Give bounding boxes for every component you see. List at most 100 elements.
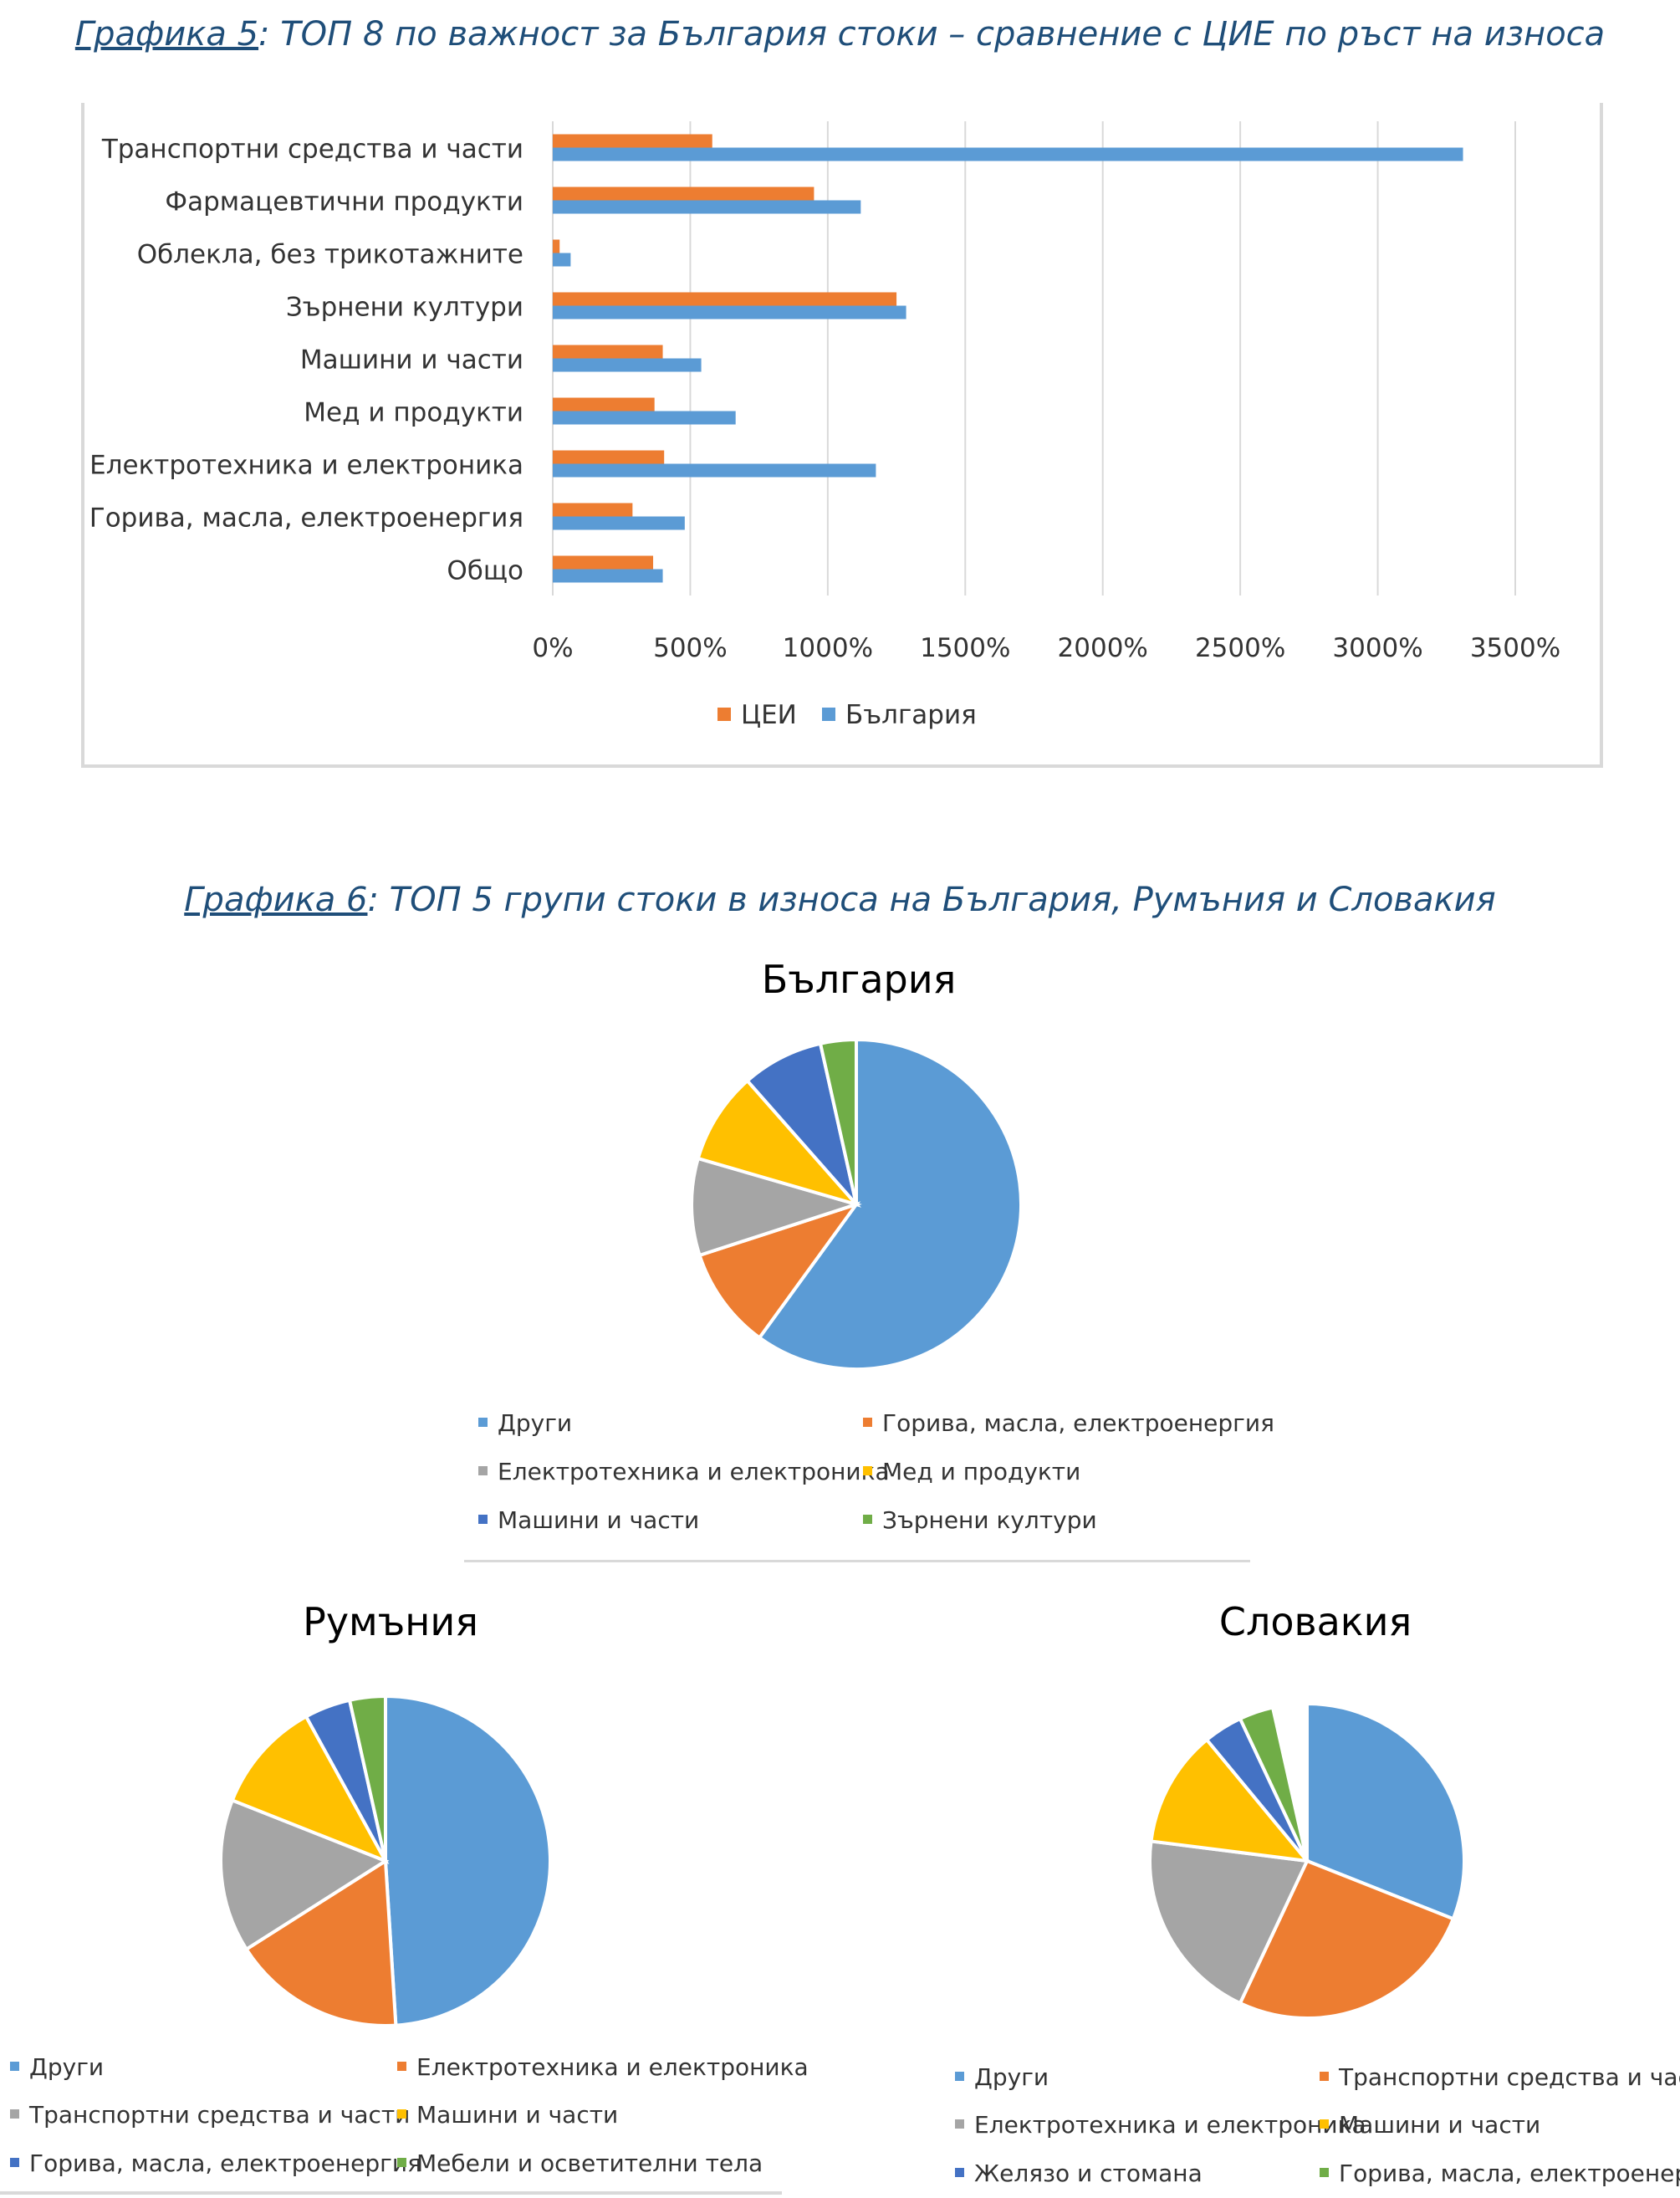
pie-slice-горива-масла-електроенергия bbox=[1238, 1705, 1309, 1862]
legend-label: Машини и части bbox=[416, 2101, 619, 2129]
legend-label: Други bbox=[29, 2053, 105, 2081]
bar-цеи bbox=[553, 503, 633, 517]
category-label: Машини и части bbox=[300, 345, 523, 376]
legend-label: Горива, масла, електроенергия bbox=[882, 1409, 1274, 1437]
pie-chart-romania bbox=[219, 1694, 552, 2027]
bar-българия bbox=[553, 358, 702, 372]
pie-title-slovakia: Словакия bbox=[1218, 1599, 1412, 1644]
bar-цеи bbox=[553, 397, 655, 411]
legend-item-транспортни-средства-и-части: Транспортни средства и части bbox=[1320, 2063, 1680, 2091]
category-label: Зърнени култури bbox=[286, 293, 523, 323]
legend-item-други: Други bbox=[478, 1409, 572, 1437]
category-label: Мед и продукти bbox=[304, 398, 523, 428]
legend-label: Електротехника и електроника bbox=[416, 2053, 809, 2081]
legend-item-горива-масла-електроенергия: Горива, масла, електроенергия bbox=[863, 1409, 1274, 1437]
pie-chart-slovakia bbox=[1148, 1701, 1466, 2020]
separator-romania bbox=[0, 2191, 782, 2195]
legend-label: Горива, масла, електроенергия bbox=[29, 2149, 421, 2177]
pie-slice-други bbox=[384, 1694, 552, 2027]
pie-slice-електротехника-и-електроника bbox=[1148, 1839, 1310, 2006]
legend-swatch bbox=[1320, 2071, 1329, 2081]
pie-title-romania: Румъния bbox=[303, 1599, 478, 1644]
bar-chart-frame bbox=[81, 103, 1603, 768]
legend-item-горива-масла-електроенергия: Горива, масла, електроенергия bbox=[1320, 2160, 1680, 2187]
category-label: Транспортни средства и части bbox=[101, 135, 523, 165]
legend-swatch bbox=[478, 1465, 488, 1475]
pie-slice-други bbox=[757, 1037, 1023, 1371]
legend-swatch bbox=[863, 1465, 872, 1475]
legend-item-машини-и-части: Машини и части bbox=[397, 2101, 618, 2129]
figure-6-caption-text: : ТОП 5 групи стоки в износа на България… bbox=[367, 881, 1496, 919]
x-tick-label: 1000% bbox=[783, 633, 873, 663]
legend-swatch bbox=[955, 2119, 964, 2129]
bar-българия bbox=[553, 569, 663, 583]
legend-item-други: Други bbox=[10, 2053, 104, 2081]
category-label: Горива, масла, електроенергия bbox=[89, 503, 523, 534]
pie-slice-горива-масла-електроенергия bbox=[697, 1201, 861, 1341]
legend-item-желязо-и-стомана: Желязо и стомана bbox=[955, 2160, 1203, 2187]
figure-6-caption: Графика 6: ТОП 5 групи стоки в износа на… bbox=[0, 881, 1680, 919]
legend-item-транспортни-средства-и-части: Транспортни средства и части bbox=[10, 2101, 410, 2129]
bar-цеи bbox=[553, 187, 814, 201]
pie-slice-машини-и-части bbox=[1149, 1737, 1311, 1863]
legend-label: Машини и части bbox=[498, 1506, 700, 1534]
legend-label: Електротехника и електроника bbox=[498, 1458, 890, 1485]
bar-цеи bbox=[553, 555, 654, 570]
bar-цеи bbox=[553, 345, 663, 359]
pie-slice-машини-и-части bbox=[230, 1714, 390, 1864]
separator-bulgaria bbox=[464, 1560, 1250, 1562]
legend-label: Горива, масла, електроенергия bbox=[1339, 2160, 1680, 2187]
legend-item-горива-масла-електроенергия: Горива, масла, електроенергия bbox=[10, 2149, 421, 2177]
bar-цеи bbox=[553, 450, 665, 464]
legend-label: Мебели и осветителни тела bbox=[416, 2149, 763, 2177]
figure-5-ref: Графика 5 bbox=[74, 15, 259, 54]
bar-българия bbox=[553, 305, 906, 319]
category-label: Облекла, без трикотажните bbox=[137, 240, 523, 270]
bar-цеи bbox=[553, 292, 897, 306]
legend-label: Транспортни средства и части bbox=[29, 2101, 411, 2129]
x-tick-label: 0% bbox=[532, 633, 573, 663]
bar-chart: 0% 500% 1000% 1500% 2000% 2500% 3000% 3500% Тран… bbox=[89, 121, 1560, 730]
x-tick-label: 3500% bbox=[1470, 633, 1560, 663]
legend-swatch bbox=[717, 708, 731, 721]
legend-swatch bbox=[1320, 2119, 1329, 2129]
legend-label: ЦЕИ bbox=[741, 700, 797, 730]
legend-swatch bbox=[1320, 2167, 1329, 2177]
legend-item-електротехника-и-електроника: Електротехника и електроника bbox=[955, 2111, 1366, 2139]
pie-slice-зърнени-култури bbox=[818, 1037, 858, 1205]
legend-label: Електротехника и електроника bbox=[974, 2111, 1366, 2139]
x-tick-label: 3000% bbox=[1332, 633, 1422, 663]
bar-българия bbox=[553, 200, 861, 214]
legend-label: Машини и части bbox=[1339, 2111, 1541, 2139]
bar-българия bbox=[553, 463, 876, 478]
legend-swatch bbox=[478, 1514, 488, 1524]
legend-swatch bbox=[822, 708, 835, 721]
pie-slice-мед-и-продукти bbox=[696, 1078, 862, 1208]
legend-label: Други bbox=[974, 2063, 1049, 2091]
legend-label: България bbox=[845, 700, 977, 730]
pie-title-bulgaria: България bbox=[761, 957, 957, 1002]
legend-item-електротехника-и-електроника: Електротехника и електроника bbox=[397, 2053, 809, 2081]
legend-swatch bbox=[478, 1417, 488, 1427]
legend-swatch bbox=[10, 2061, 19, 2071]
legend-item-машини-и-части: Машини и части bbox=[478, 1506, 699, 1534]
legend-swatch bbox=[397, 2157, 406, 2167]
legend-swatch bbox=[955, 2071, 964, 2081]
pie-slice-електротехника-и-електроника bbox=[690, 1156, 862, 1258]
legend-swatch bbox=[863, 1417, 872, 1427]
bar-цеи bbox=[553, 134, 712, 148]
legend-item-зърнени-култури: Зърнени култури bbox=[863, 1506, 1097, 1534]
bar-българия bbox=[553, 147, 1463, 161]
category-label: Общо bbox=[447, 556, 523, 586]
legend-item-мебели-и-осветителни-тела: Мебели и осветителни тела bbox=[397, 2149, 763, 2177]
bar-българия bbox=[553, 516, 685, 530]
pie-slice-мебели-и-осветителни-тела bbox=[347, 1694, 387, 1862]
x-tick-label: 2500% bbox=[1195, 633, 1285, 663]
x-tick-label: 500% bbox=[653, 633, 728, 663]
legend-label: Транспортни средства и части bbox=[1339, 2063, 1680, 2091]
bar-цеи bbox=[553, 239, 560, 253]
pie-chart-bulgaria bbox=[690, 1037, 1023, 1371]
bar-българия bbox=[553, 253, 571, 267]
pie-slice-електротехника-и-електроника bbox=[243, 1858, 398, 2027]
legend-swatch bbox=[10, 2157, 19, 2167]
